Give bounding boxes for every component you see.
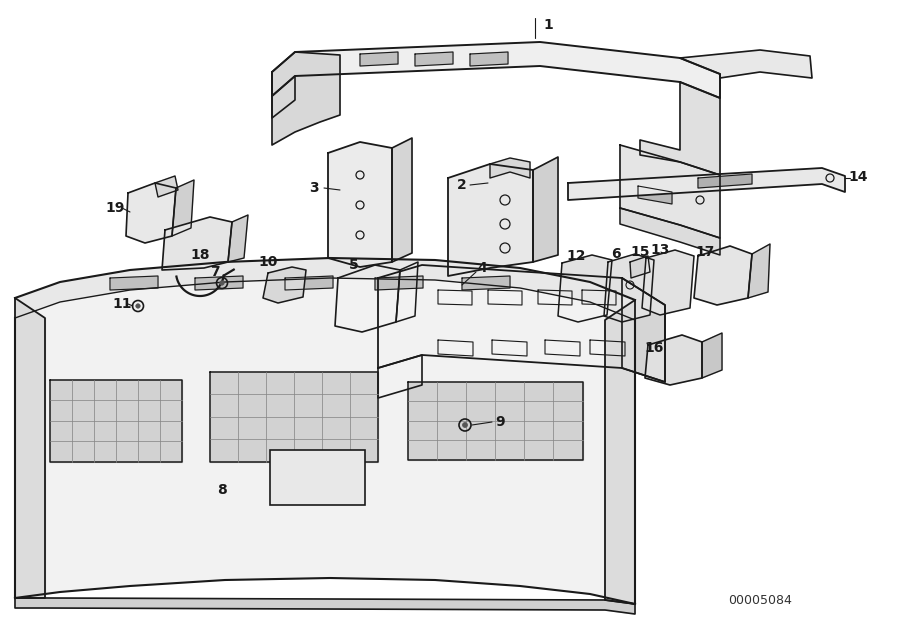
Polygon shape bbox=[15, 298, 45, 598]
Polygon shape bbox=[415, 52, 453, 66]
Polygon shape bbox=[620, 208, 720, 255]
Polygon shape bbox=[642, 250, 694, 315]
Text: 8: 8 bbox=[217, 483, 227, 497]
Polygon shape bbox=[438, 290, 472, 305]
Polygon shape bbox=[272, 42, 720, 98]
Polygon shape bbox=[605, 300, 635, 604]
Circle shape bbox=[463, 422, 467, 427]
Polygon shape bbox=[645, 335, 702, 385]
Polygon shape bbox=[50, 380, 182, 462]
Text: 1: 1 bbox=[543, 18, 553, 32]
Polygon shape bbox=[378, 355, 422, 398]
Polygon shape bbox=[272, 76, 295, 118]
Polygon shape bbox=[638, 186, 672, 204]
Polygon shape bbox=[640, 82, 720, 175]
Circle shape bbox=[136, 304, 140, 308]
Text: 2: 2 bbox=[457, 178, 467, 192]
Polygon shape bbox=[375, 276, 423, 290]
Polygon shape bbox=[126, 183, 176, 243]
Polygon shape bbox=[396, 262, 418, 322]
Polygon shape bbox=[622, 278, 665, 382]
Polygon shape bbox=[492, 340, 527, 356]
Polygon shape bbox=[408, 382, 583, 460]
Text: 5: 5 bbox=[349, 258, 359, 272]
Polygon shape bbox=[694, 246, 752, 305]
Polygon shape bbox=[263, 267, 306, 303]
Polygon shape bbox=[604, 254, 654, 322]
Polygon shape bbox=[392, 138, 412, 262]
Polygon shape bbox=[582, 290, 616, 305]
Polygon shape bbox=[378, 265, 665, 382]
Polygon shape bbox=[15, 258, 635, 320]
Polygon shape bbox=[558, 255, 612, 322]
Polygon shape bbox=[110, 276, 158, 290]
Polygon shape bbox=[488, 290, 522, 305]
Polygon shape bbox=[462, 276, 510, 290]
Text: 9: 9 bbox=[495, 415, 505, 429]
Text: 14: 14 bbox=[848, 170, 868, 184]
Text: 13: 13 bbox=[651, 243, 670, 257]
Polygon shape bbox=[335, 265, 400, 332]
Polygon shape bbox=[15, 598, 635, 614]
Polygon shape bbox=[285, 276, 333, 290]
Polygon shape bbox=[272, 52, 340, 145]
Polygon shape bbox=[630, 256, 650, 278]
Bar bbox=[270, 450, 365, 505]
Text: 00005084: 00005084 bbox=[728, 594, 792, 606]
Text: 19: 19 bbox=[105, 201, 125, 215]
Text: 15: 15 bbox=[630, 245, 650, 259]
Text: 3: 3 bbox=[310, 181, 319, 195]
Text: 4: 4 bbox=[477, 261, 487, 275]
Text: 16: 16 bbox=[644, 341, 663, 355]
Polygon shape bbox=[155, 176, 178, 197]
Polygon shape bbox=[590, 340, 625, 356]
Polygon shape bbox=[470, 52, 508, 66]
Polygon shape bbox=[195, 276, 243, 290]
Polygon shape bbox=[698, 174, 752, 188]
Polygon shape bbox=[702, 333, 722, 378]
Polygon shape bbox=[228, 215, 248, 262]
Polygon shape bbox=[172, 180, 194, 236]
Polygon shape bbox=[438, 340, 473, 356]
Polygon shape bbox=[545, 340, 580, 356]
Polygon shape bbox=[620, 145, 720, 238]
Text: 12: 12 bbox=[566, 249, 586, 263]
Circle shape bbox=[220, 281, 224, 285]
Polygon shape bbox=[15, 278, 635, 604]
Polygon shape bbox=[680, 50, 812, 78]
Text: 10: 10 bbox=[258, 255, 278, 269]
Polygon shape bbox=[360, 52, 398, 66]
Polygon shape bbox=[210, 372, 378, 462]
Text: 6: 6 bbox=[611, 247, 621, 261]
Polygon shape bbox=[533, 157, 558, 262]
Text: 18: 18 bbox=[190, 248, 210, 262]
Text: 17: 17 bbox=[696, 245, 715, 259]
Polygon shape bbox=[538, 290, 572, 305]
Polygon shape bbox=[328, 142, 392, 267]
Polygon shape bbox=[568, 168, 845, 200]
Text: 7: 7 bbox=[211, 265, 220, 279]
Polygon shape bbox=[748, 244, 770, 298]
Polygon shape bbox=[448, 164, 533, 276]
Polygon shape bbox=[162, 217, 232, 270]
Polygon shape bbox=[490, 158, 530, 178]
Text: 11: 11 bbox=[112, 297, 131, 311]
